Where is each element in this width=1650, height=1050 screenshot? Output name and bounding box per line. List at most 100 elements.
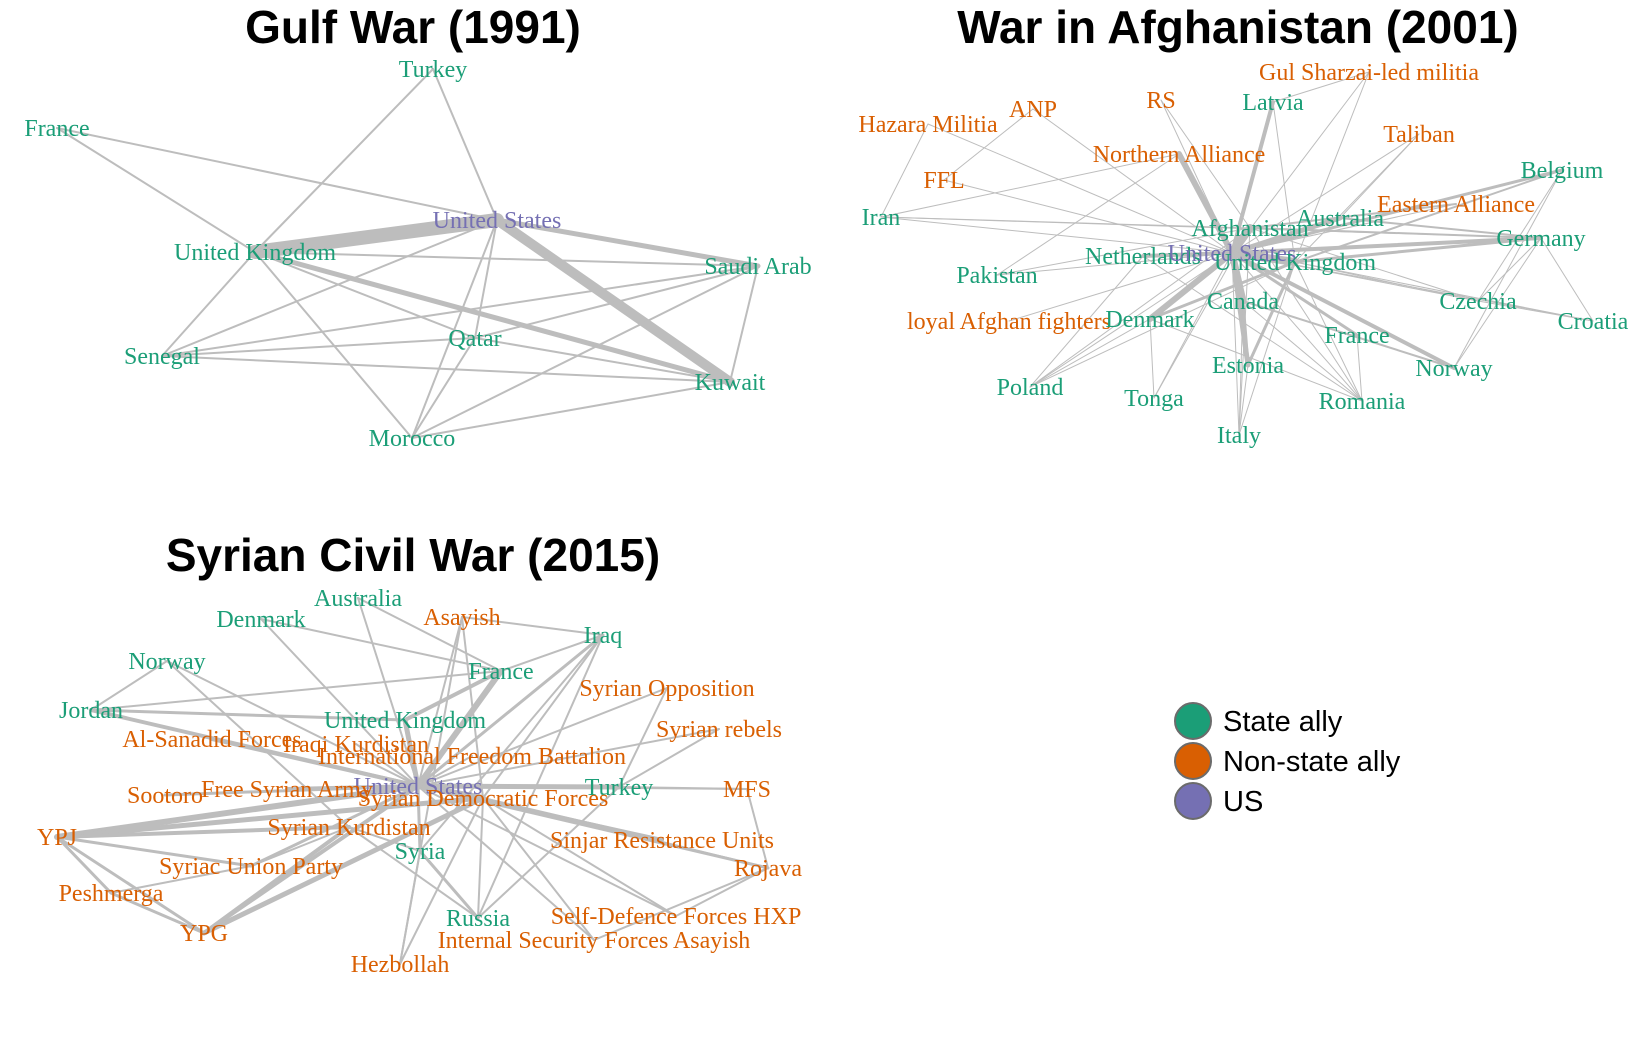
edge-afghanistan-war-afghanistan-czechia <box>1249 227 1479 302</box>
edge-afghanistan-war-united-states-france <box>1230 251 1359 337</box>
edge-afghanistan-war-netherlands-poland <box>1029 255 1144 388</box>
edge-syrian-civil-war-turkey-syrian-opposition <box>618 687 668 788</box>
legend: State ally Non-state ally US <box>1174 702 1401 820</box>
edge-afghanistan-war-denmark-poland <box>1029 318 1151 388</box>
legend-dot-non-state-ally <box>1174 742 1212 780</box>
edge-gulf-war-senegal-united-states <box>161 219 498 357</box>
edge-syrian-civil-war-ypg-peshmerga <box>109 891 206 935</box>
node-syrian-civil-war-international-freedom-battalion: International Freedom Battalion <box>318 744 626 770</box>
edge-syrian-civil-war-ypj-united-states <box>54 783 421 840</box>
edge-syrian-civil-war-france-jordan <box>90 670 502 711</box>
edge-afghanistan-war-denmark-tonga <box>1149 318 1155 399</box>
edge-afghanistan-war-germany-norway <box>1453 237 1542 369</box>
edge-gulf-war-united-states-saudi-arab <box>494 217 761 269</box>
node-afghanistan-war-italy: Italy <box>1217 423 1261 449</box>
node-afghanistan-war-belgium: Belgium <box>1521 158 1604 184</box>
edge-afghanistan-war-united-states-eastern-alliance <box>1231 203 1457 254</box>
node-syrian-civil-war-al-sanadid-forces: Al-Sanadid Forces <box>122 727 301 753</box>
edge-syrian-civil-war-syriac-union-party-syrian-kurdistan <box>250 826 350 867</box>
edge-syrian-civil-war-united-states-international-freedom-battalion <box>417 755 473 787</box>
edge-afghanistan-war-netherlands-romania <box>1142 255 1363 402</box>
edge-syrian-civil-war-norway-syrian-kurdistan <box>166 660 350 828</box>
edge-afghanistan-war-belgium-norway <box>1453 169 1563 369</box>
node-syrian-civil-war-ypg: YPG <box>180 921 228 947</box>
edges-gulf-war <box>56 68 761 439</box>
edge-afghanistan-war-afghanistan-eastern-alliance <box>1249 203 1457 229</box>
edge-gulf-war-morocco-united-kingdom <box>254 251 413 439</box>
node-afghanistan-war-france: France <box>1324 323 1389 349</box>
edge-gulf-war-senegal-saudi-arab <box>161 265 759 357</box>
node-gulf-war-turkey: Turkey <box>399 57 467 83</box>
node-syrian-civil-war-mfs: MFS <box>723 777 771 803</box>
edge-afghanistan-war-united-states-denmark <box>1147 250 1235 322</box>
node-syrian-civil-war-syriac-union-party: Syriac Union Party <box>159 854 343 880</box>
node-afghanistan-war-northern-alliance: Northern Alliance <box>1093 142 1266 168</box>
edge-syrian-civil-war-france-australia <box>357 597 502 672</box>
edge-syrian-civil-war-ypg-syrian-kurdistan <box>202 825 351 935</box>
edge-syrian-civil-war-rojava-self-defence-forces-hxp <box>675 867 769 917</box>
edge-afghanistan-war-united-kingdom-germany <box>1293 236 1543 264</box>
node-syrian-civil-war-asayish: Asayish <box>423 605 500 631</box>
edge-afghanistan-war-denmark-romania <box>1149 318 1363 402</box>
edge-afghanistan-war-united-kingdom-croatia <box>1294 261 1594 322</box>
node-afghanistan-war-canada: Canada <box>1207 289 1279 315</box>
edge-syrian-civil-war-united-states-norway <box>166 660 419 787</box>
edge-gulf-war-qatar-united-states <box>474 219 498 339</box>
edge-gulf-war-senegal-qatar <box>161 337 476 357</box>
edge-afghanistan-war-united-states-ffl <box>943 179 1233 254</box>
edge-syrian-civil-war-syrian-democratic-forces-internal-security-forces-asayish <box>482 797 595 941</box>
edge-gulf-war-united-states-united-kingdom <box>248 213 504 259</box>
edge-afghanistan-war-united-states-taliban <box>1231 133 1420 254</box>
edge-gulf-war-qatar-kuwait <box>474 337 731 383</box>
panel-afghanistan-war: War in Afghanistan (2001) Gul Sharzai-le… <box>858 1 1628 449</box>
edge-gulf-war-france-united-kingdom <box>56 127 256 253</box>
edge-syrian-civil-war-turkey-syrian-rebels <box>618 728 720 788</box>
edge-afghanistan-war-united-states-italy <box>1231 252 1240 436</box>
edge-afghanistan-war-united-states-netherlands <box>1141 251 1234 258</box>
edge-afghanistan-war-latvia-gul-sharzai-led-militia <box>1272 71 1370 103</box>
nodes-afghanistan-war: Gul Sharzai-led militia ANP RS Latvia Hazara… <box>858 60 1628 449</box>
edge-syrian-civil-war-united-states-iraqi-kurdistan <box>355 743 419 787</box>
node-syrian-civil-war-syria: Syria <box>395 839 446 865</box>
edge-syrian-civil-war-syrian-democratic-forces-iraq <box>482 634 604 799</box>
nodes-syrian-civil-war: Australia Denmark Asayish Iraq Norway France S… <box>37 586 802 978</box>
node-syrian-civil-war-sinjar-resistance-units: Sinjar Resistance Units <box>550 828 774 854</box>
edge-afghanistan-war-united-kingdom-italy <box>1238 261 1296 436</box>
edge-afghanistan-war-united-kingdom-romania <box>1294 261 1363 402</box>
node-syrian-civil-war-peshmerga: Peshmerga <box>59 881 164 907</box>
edge-gulf-war-morocco-kuwait <box>411 381 731 439</box>
node-syrian-civil-war-iraq: Iraq <box>584 623 623 649</box>
edge-gulf-war-qatar-saudi-arab <box>474 265 759 339</box>
edge-gulf-war-turkey-united-kingdom <box>254 68 434 253</box>
node-gulf-war-qatar: Qatar <box>448 326 501 352</box>
edge-afghanistan-war-germany-czechia <box>1477 237 1542 302</box>
edge-afghanistan-war-united-states-pakistan <box>996 252 1233 276</box>
edge-afghanistan-war-united-states-poland <box>1029 252 1233 388</box>
legend-dot-us <box>1174 782 1212 820</box>
node-gulf-war-senegal: Senegal <box>124 344 200 370</box>
node-afghanistan-war-latvia: Latvia <box>1242 90 1304 116</box>
edge-syrian-civil-war-ypg-syrian-democratic-forces <box>201 795 486 936</box>
legend-dot-state-ally <box>1174 702 1212 740</box>
node-gulf-war-kuwait: Kuwait <box>695 370 766 396</box>
node-afghanistan-war-netherlands: Netherlands <box>1085 244 1201 270</box>
edge-syrian-civil-war-syrian-democratic-forces-hezbollah <box>399 797 484 965</box>
edge-gulf-war-senegal-kuwait <box>161 355 731 383</box>
edge-syrian-civil-war-ypj-syrian-kurdistan <box>55 825 351 839</box>
node-syrian-civil-war-free-syrian-army: Free Syrian Army <box>201 777 373 803</box>
node-gulf-war-united-states: United States <box>433 208 562 234</box>
edge-syrian-civil-war-united-states-syrian-opposition <box>417 687 668 787</box>
node-afghanistan-war-united-states: United States <box>1168 241 1297 267</box>
edge-syrian-civil-war-syrian-democratic-forces-self-defence-forces-hxp <box>482 797 677 917</box>
edge-syrian-civil-war-united-states-asayish <box>417 616 463 787</box>
node-gulf-war-saudi-arab: Saudi Arab <box>704 254 811 280</box>
panel-gulf-war: Gulf War (1991) Turkey France United State… <box>24 1 811 452</box>
node-afghanistan-war-anp: ANP <box>1009 97 1057 123</box>
edge-gulf-war-morocco-qatar <box>411 337 476 439</box>
node-syrian-civil-war-denmark: Denmark <box>216 607 305 633</box>
edge-syrian-civil-war-united-states-united-kingdom <box>402 717 421 789</box>
legend-label-us: US <box>1223 786 1263 818</box>
edge-afghanistan-war-afghanistan-tonga <box>1153 227 1251 399</box>
edge-afghanistan-war-afghanistan-romania <box>1249 227 1363 402</box>
edges-afghanistan-war <box>880 71 1594 436</box>
